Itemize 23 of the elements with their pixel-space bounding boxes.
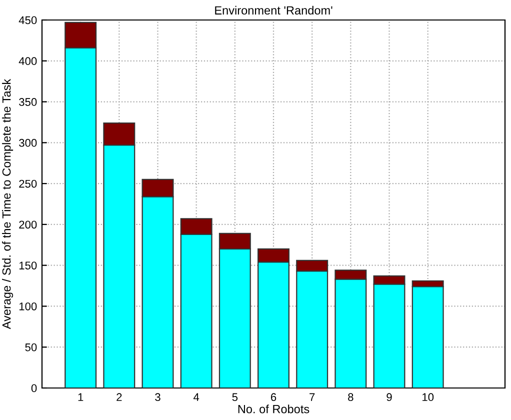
x-tick-label: 3 (155, 393, 160, 402)
y-tick-label: 250 (19, 180, 37, 188)
x-tick-label: 8 (348, 393, 354, 402)
x-tick-label: 4 (194, 393, 200, 401)
y-axis-title: Average / Std. of the Time to Complete the Task (2, 78, 14, 330)
x-tick-label: 7 (310, 393, 315, 401)
y-tick-label: 300 (19, 138, 37, 147)
x-tick-label: 2 (116, 393, 122, 401)
y-tick-label: 200 (19, 220, 37, 229)
x-tick-label: 10 (422, 393, 434, 402)
y-tick-label: 450 (18, 16, 37, 24)
x-axis-title: No. of Robots (238, 404, 310, 414)
y-tick-label: 0 (31, 384, 37, 392)
x-tick-label: 5 (232, 393, 238, 402)
y-tick-label: 350 (19, 98, 37, 106)
x-tick-label: 1 (78, 393, 84, 401)
x-tick-label: 6 (270, 393, 276, 402)
x-tick-label: 9 (386, 393, 392, 402)
y-tick-label: 100 (19, 302, 37, 310)
y-tick-label: 50 (25, 343, 37, 352)
y-tick-label: 150 (19, 262, 37, 270)
y-tick-label: 400 (18, 57, 37, 66)
chart-title: Environment 'Random' (215, 6, 332, 15)
